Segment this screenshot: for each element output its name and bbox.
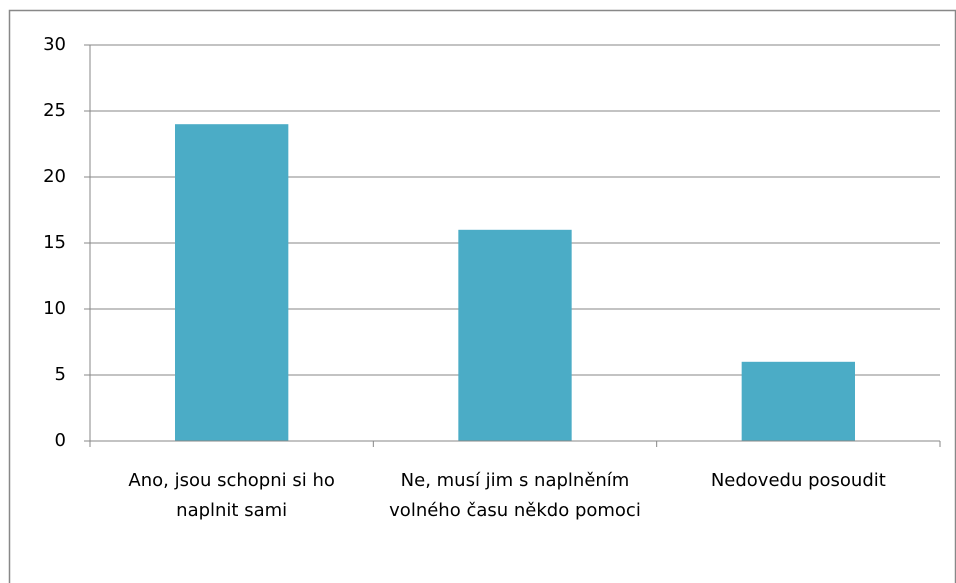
x-tick-label: Nedovedu posoudit (710, 470, 886, 491)
y-tick-label: 10 (43, 298, 66, 319)
y-tick-label: 30 (43, 34, 66, 55)
bar (741, 361, 855, 441)
bar (175, 124, 289, 441)
y-tick-label: 0 (55, 430, 66, 451)
y-tick-label: 20 (43, 166, 66, 187)
x-tick-label: Ano, jsou schopni si ho naplnit sami (128, 470, 335, 521)
y-tick-label: 15 (43, 232, 66, 253)
y-tick-label: 5 (55, 364, 66, 385)
bar (458, 229, 572, 441)
y-tick-label: 25 (43, 100, 66, 121)
x-tick-label: Ne, musí jim s naplněním volného času ně… (389, 470, 641, 521)
